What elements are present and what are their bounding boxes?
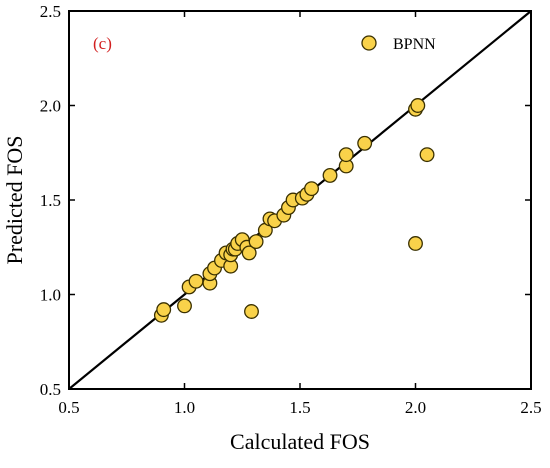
x-tick-label: 2.0 [405,398,426,417]
x-axis-label: Calculated FOS [230,429,370,454]
x-tick-label: 2.5 [520,398,541,417]
y-tick-label: 2.0 [40,97,61,116]
data-point [419,147,435,163]
data-point [304,181,320,197]
data-point [241,245,257,261]
legend-marker [361,35,377,51]
legend: BPNN [361,35,436,53]
legend-label: BPNN [393,36,436,53]
y-tick-label: 1.5 [40,191,61,210]
y-tick-label: 0.5 [40,380,61,399]
data-point [156,302,172,318]
data-point [408,236,423,251]
data-point [338,147,354,163]
data-point [177,298,192,314]
x-tick-label: 0.5 [58,398,79,417]
data-point [322,167,338,183]
ticks-layer: 0.5 1.0 1.5 2.0 2.5 0.5 1.0 1.5 2.0 2.5 [40,2,542,417]
data-point [248,234,264,250]
y-tick-label: 2.5 [40,2,61,21]
data-point [357,135,373,151]
data-points-layer [153,98,435,323]
data-point [244,304,259,319]
x-tick-label: 1.5 [289,398,310,417]
data-point [188,273,204,289]
y-axis-label: Predicted FOS [2,136,27,265]
panel-label: (c) [93,34,112,53]
y-tick-label: 1.0 [40,286,61,305]
data-point [410,98,426,113]
x-tick-label: 1.0 [174,398,195,417]
